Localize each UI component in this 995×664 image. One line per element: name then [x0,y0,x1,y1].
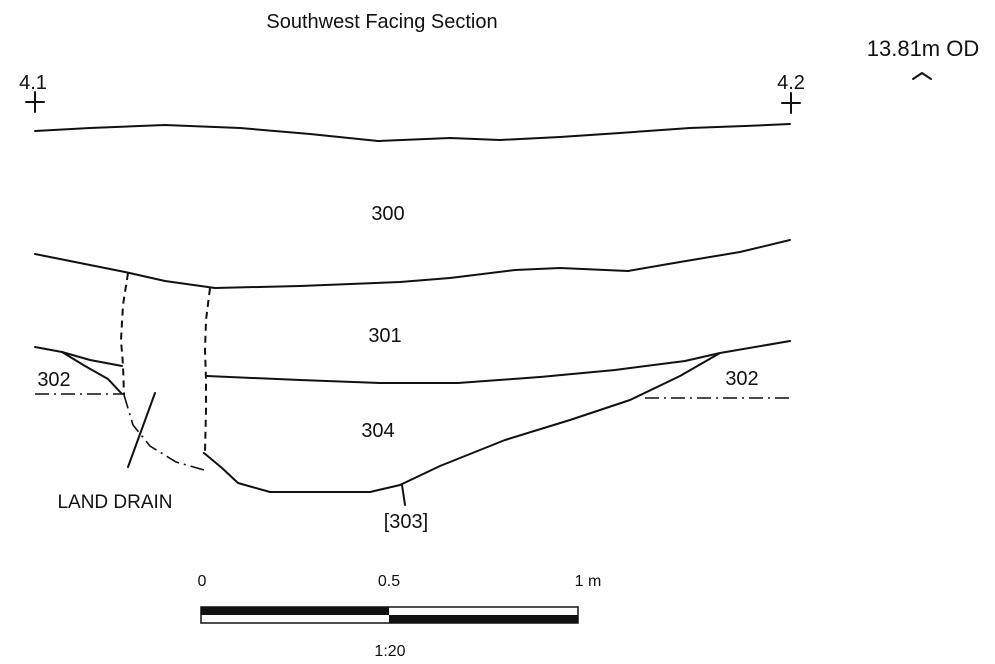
land-drain-base-line [123,394,205,471]
cut-303-leader-line [401,484,406,506]
point-label-left: 4.1 [19,72,47,94]
point-label-right: 4.2 [777,72,805,94]
scale-tick-half: 0.5 [378,573,400,590]
datum-level-label: 13.81m OD [867,36,980,61]
context-300-label: 300 [371,203,404,225]
cut-303-left-edge [61,351,123,395]
land-drain-leader-line [127,392,156,468]
scale-bar [200,606,579,624]
scale-ratio-label: 1:20 [374,643,405,660]
context-300-base-line [34,239,791,289]
datum-arrow-icon [912,72,932,80]
cut-303-label: [303] [384,511,428,533]
context-301-base-left-line [34,346,123,367]
scale-tick-1: 1 m [575,573,602,590]
scale-tick-0: 0 [198,573,207,590]
land-drain-label: LAND DRAIN [57,492,172,513]
point-cross-left-icon [25,91,45,113]
context-301-label: 301 [368,325,401,347]
land-drain-right-edge [203,287,211,453]
land-drain-left-edge [119,272,129,396]
section-title: Southwest Facing Section [266,11,497,33]
cut-303-base-line [203,352,721,493]
point-cross-right-icon [781,92,801,114]
ground-surface-line [34,123,791,142]
context-301-base-right-line [206,340,791,384]
context-304-label: 304 [361,420,394,442]
context-302-left-label: 302 [37,369,70,391]
context-302-right-label: 302 [725,368,758,390]
